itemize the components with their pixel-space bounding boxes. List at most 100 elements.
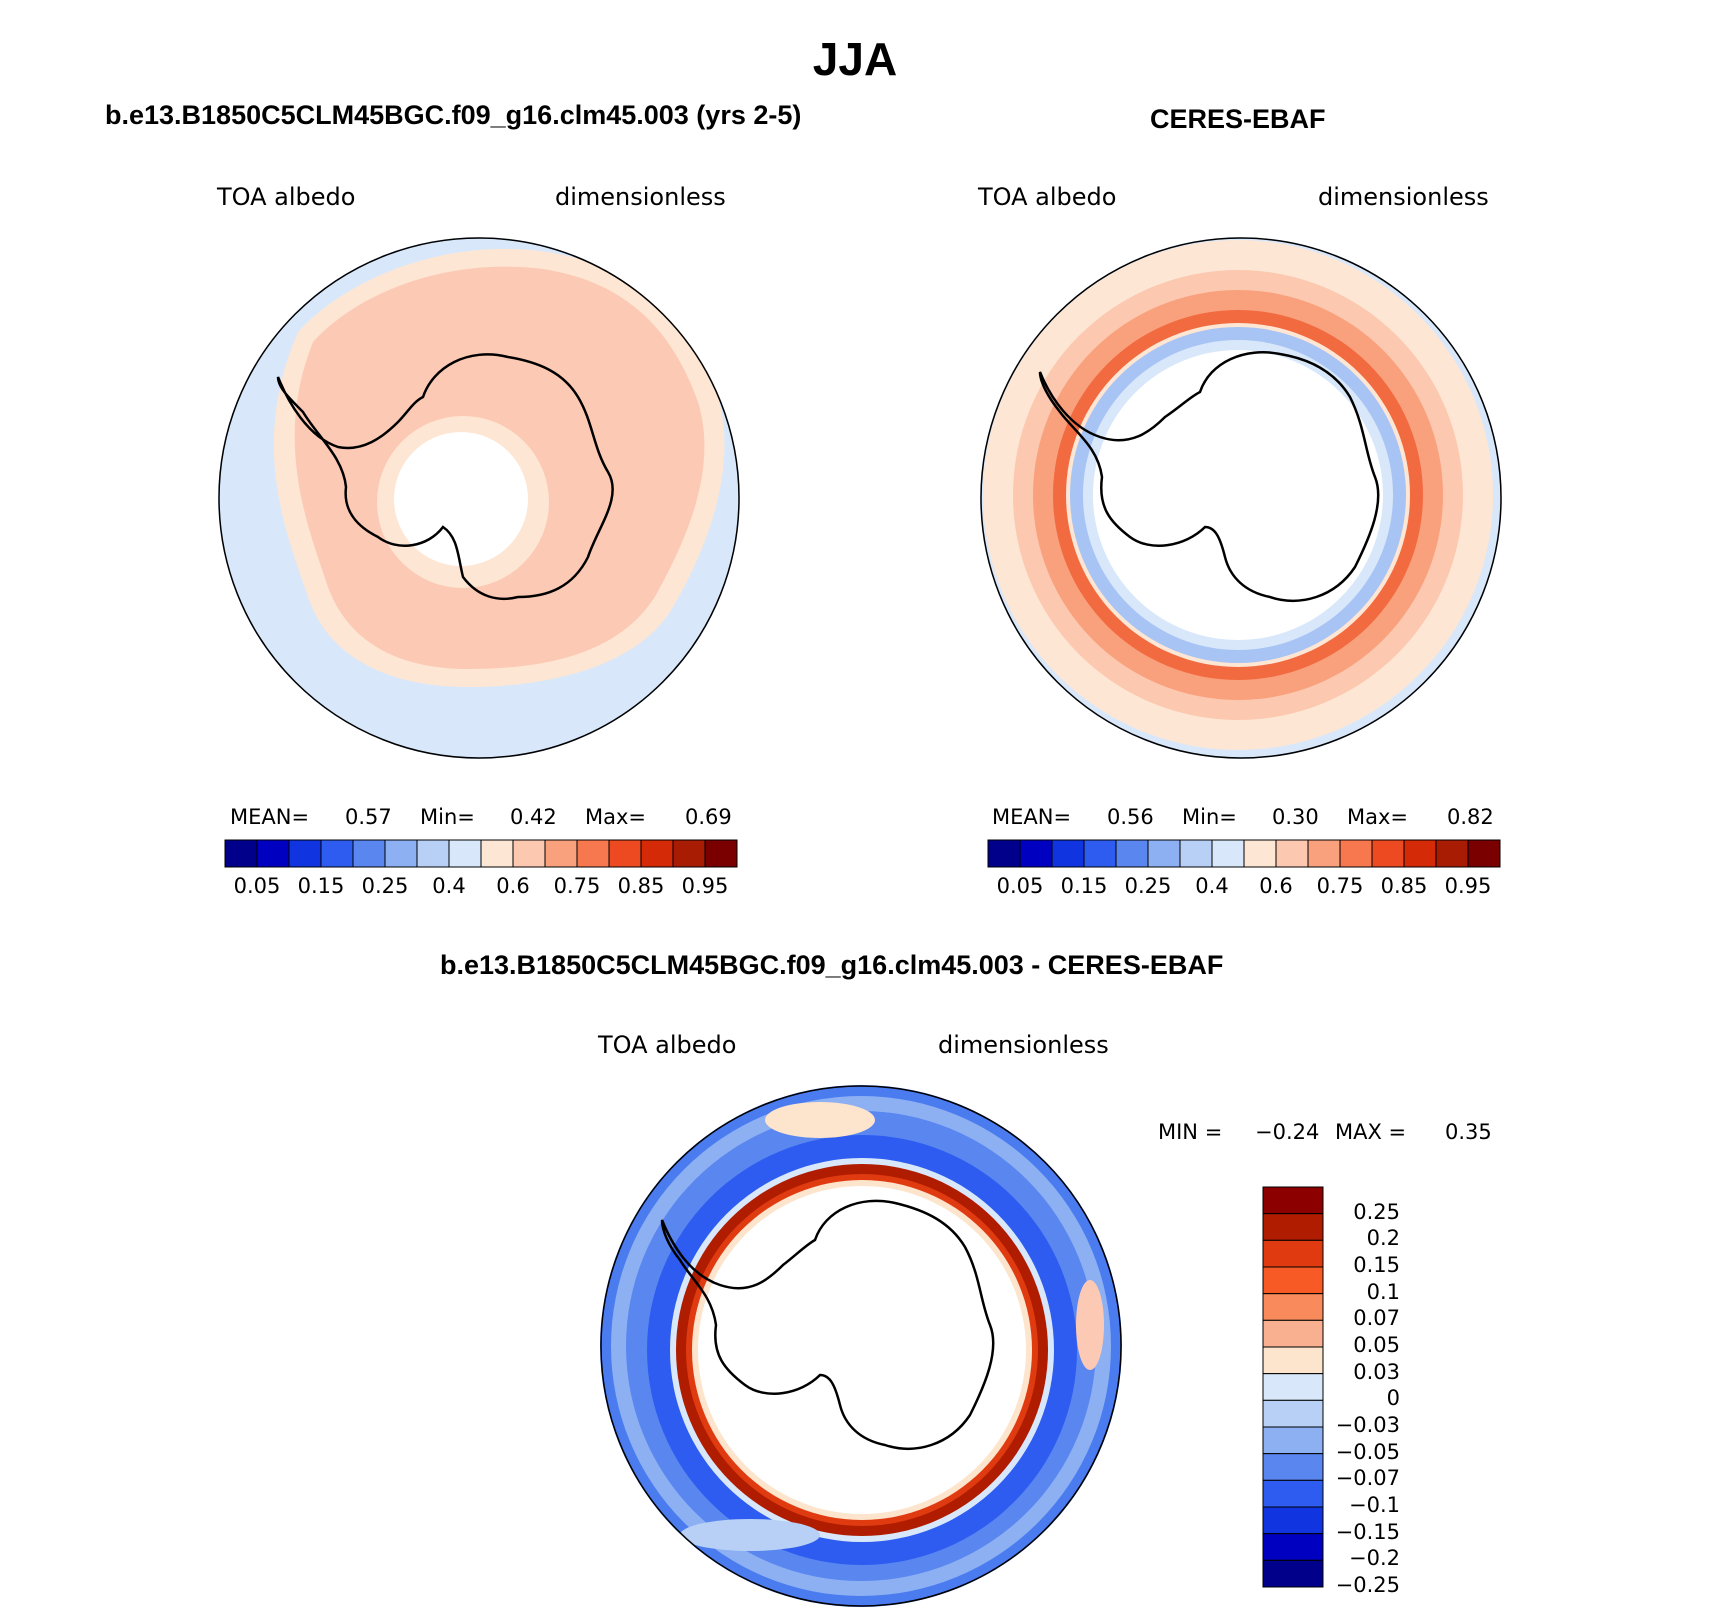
obs-colorbar-box (1019, 839, 1053, 868)
diff-colorbar-box (1262, 1399, 1324, 1428)
obs-colorbar-box (1307, 839, 1341, 868)
model-colorbar-box (576, 839, 610, 868)
obs-colorbar-tick-label: 0.95 (1444, 874, 1492, 898)
obs-colorbar-labels: 0.05 0.15 0.25 0.4 0.6 0.75 0.85 0.95 (988, 874, 1500, 902)
season-title: JJA (812, 33, 898, 85)
model-colorbar-box (384, 839, 418, 868)
obs-panel-title: CERES-EBAF (1150, 104, 1326, 134)
diff-colorbar-tick-label: 0.2 (1366, 1226, 1400, 1251)
obs-colorbar-tick-label: 0.05 (996, 874, 1044, 898)
diff-max-label: MAX = (1335, 1120, 1407, 1144)
obs-colorbar-box (1371, 839, 1405, 868)
diff-colorbar-tick-label: 0 (1386, 1386, 1400, 1411)
diff-polar-map (600, 1085, 1122, 1607)
diff-missing-center (698, 1186, 1026, 1514)
obs-colorbar-tick-label: 0.4 (1195, 874, 1229, 898)
model-polar-map (218, 237, 740, 759)
diff-colorbar-tick-label: −0.03 (1335, 1413, 1400, 1437)
diff-colorbar-box (1262, 1293, 1324, 1321)
obs-polar-map (980, 237, 1502, 759)
diff-max-value: 0.35 (1445, 1120, 1492, 1144)
diff-colorbar-tick-label: −0.05 (1335, 1439, 1400, 1464)
obs-colorbar-box (1403, 839, 1437, 868)
model-variable-label: TOA albedo (217, 183, 356, 211)
diff-variable-label: TOA albedo (598, 1031, 737, 1059)
model-mean-label: MEAN= (230, 805, 310, 829)
diff-colorbar-box (1262, 1239, 1324, 1268)
model-coastline (276, 353, 614, 601)
diff-colorbar-labels: 0.25 0.2 0.15 0.1 0.07 0.05 0.03 0 −0.03 −0.05 −0.… (1330, 1187, 1450, 1597)
diff-units-label: dimensionless (938, 1031, 1109, 1059)
model-colorbar-box (640, 839, 674, 868)
diff-panel-title: b.e13.B1850C5CLM45BGC.f09_g16.clm45.003 … (440, 950, 1224, 980)
diff-min-value: −0.24 (1255, 1120, 1320, 1144)
diff-colorbar-box (1262, 1559, 1324, 1588)
obs-colorbar (987, 839, 1501, 868)
model-colorbar-tick-label: 0.25 (361, 874, 409, 898)
diff-colorbar-tick-label: −0.1 (1349, 1493, 1400, 1517)
model-colorbar-tick-label: 0.15 (297, 874, 345, 898)
diff-colorbar-tick-label: −0.25 (1335, 1573, 1400, 1597)
diff-colorbar-tick-label: 0.1 (1366, 1279, 1400, 1304)
obs-colorbar-box (1243, 839, 1277, 868)
model-colorbar-box (416, 839, 450, 868)
obs-colorbar-box (1211, 839, 1245, 868)
obs-mean-label: MEAN= (992, 805, 1072, 829)
obs-units-label: dimensionless (1318, 183, 1489, 211)
model-colorbar-box (512, 839, 546, 868)
obs-colorbar-tick-label: 0.85 (1380, 874, 1428, 898)
model-colorbar-labels: 0.05 0.15 0.25 0.4 0.6 0.75 0.85 0.95 (225, 874, 737, 902)
model-max-value: 0.69 (685, 805, 732, 829)
obs-colorbar-tick-label: 0.15 (1060, 874, 1108, 898)
diff-colorbar-box (1262, 1186, 1324, 1215)
diff-colorbar-box (1262, 1346, 1324, 1375)
obs-colorbar-box (1435, 839, 1469, 868)
model-colorbar-tick-label: 0.75 (553, 874, 601, 898)
obs-max-label: Max= (1347, 805, 1409, 829)
diff-colorbar-box (1262, 1533, 1324, 1561)
model-min-value: 0.42 (510, 805, 557, 829)
diff-colorbar-tick-label: 0.15 (1353, 1253, 1400, 1277)
model-colorbar-box (288, 839, 322, 868)
model-colorbar-box (448, 839, 482, 868)
obs-variable-label: TOA albedo (978, 183, 1117, 211)
obs-min-label: Min= (1182, 805, 1237, 829)
obs-colorbar-box (1083, 839, 1117, 868)
diff-colorbar-box (1262, 1319, 1324, 1348)
diff-colorbar-box (1262, 1213, 1324, 1241)
diff-colorbar-tick-label: 0.05 (1353, 1333, 1400, 1357)
model-colorbar-tick-label: 0.95 (681, 874, 729, 898)
diff-colorbar-tick-label: 0.07 (1353, 1306, 1400, 1331)
diff-colorbar-tick-label: −0.15 (1335, 1519, 1400, 1544)
obs-coastline (1038, 351, 1380, 602)
diff-colorbar-box (1262, 1426, 1324, 1455)
diff-colorbar-box (1262, 1479, 1324, 1508)
model-colorbar-box (544, 839, 578, 868)
model-colorbar-box (256, 839, 290, 868)
model-missing-center (394, 432, 528, 566)
diff-min-label: MIN = (1158, 1120, 1223, 1144)
diff-patch-right (1076, 1280, 1104, 1370)
diff-colorbar-box (1262, 1453, 1324, 1481)
obs-min-value: 0.30 (1272, 805, 1319, 829)
model-colorbar-box (320, 839, 354, 868)
obs-colorbar-tick-label: 0.25 (1124, 874, 1172, 898)
obs-colorbar-box (1275, 839, 1309, 868)
model-colorbar-box (672, 839, 706, 868)
diff-colorbar-box (1262, 1506, 1324, 1535)
model-colorbar-box (224, 839, 258, 868)
model-mean-value: 0.57 (345, 805, 392, 829)
model-colorbar-box (352, 839, 386, 868)
obs-missing-center (1093, 350, 1383, 640)
diff-colorbar-box (1262, 1266, 1324, 1295)
model-units-label: dimensionless (555, 183, 726, 211)
model-max-label: Max= (585, 805, 647, 829)
obs-colorbar-tick-label: 0.75 (1316, 874, 1364, 898)
model-min-label: Min= (420, 805, 475, 829)
diff-colorbar-box (1262, 1373, 1324, 1401)
model-colorbar-tick-label: 0.85 (617, 874, 665, 898)
diff-colorbar (1262, 1186, 1324, 1588)
model-colorbar-tick-label: 0.05 (233, 874, 281, 898)
obs-colorbar-box (1339, 839, 1373, 868)
diff-colorbar-tick-label: −0.07 (1335, 1466, 1400, 1491)
